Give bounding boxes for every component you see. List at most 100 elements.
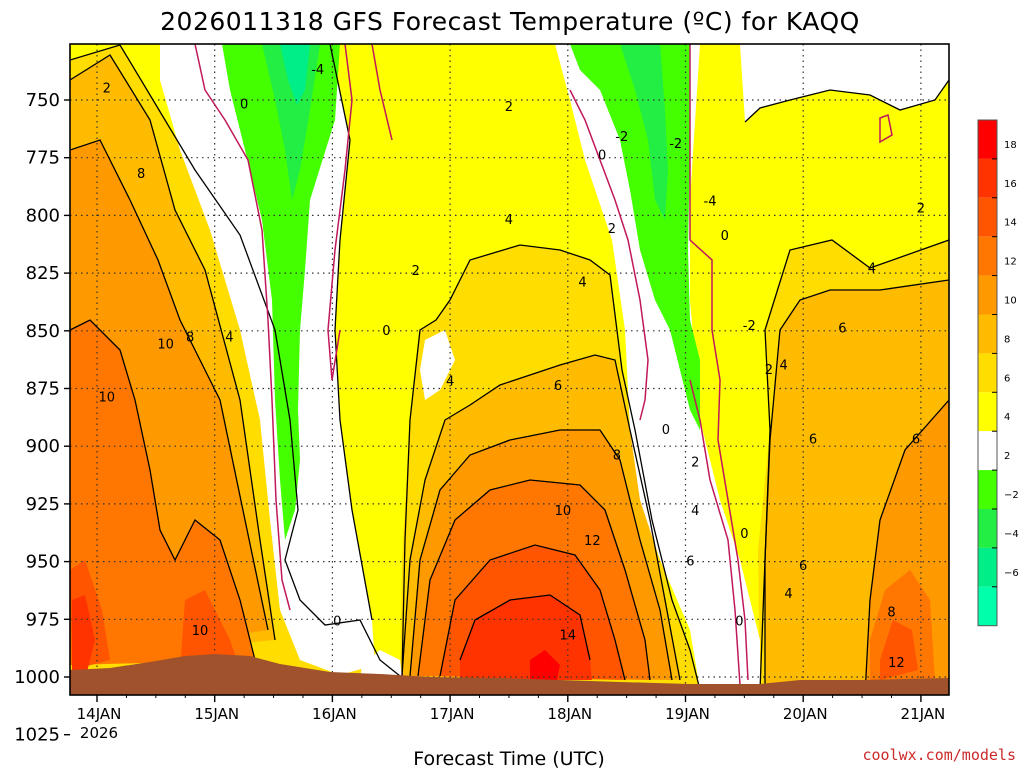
colorbar-tick-label: 12 bbox=[1004, 257, 1017, 268]
contour-label: 0 bbox=[598, 148, 606, 163]
y-tick-label: 1000 bbox=[14, 667, 60, 688]
contour-label: 2 bbox=[691, 455, 699, 470]
colorbar-swatch bbox=[978, 547, 997, 587]
band-0-2-east bbox=[740, 44, 949, 122]
colorbar-tick-label: 16 bbox=[1004, 179, 1017, 190]
contour-label: 8 bbox=[613, 448, 621, 463]
colorbar-frame bbox=[977, 119, 998, 627]
band-0-2-pocket bbox=[420, 330, 455, 400]
colorbar-swatch bbox=[978, 353, 997, 393]
band-10-12 bbox=[70, 320, 255, 665]
band-minus2-0-b bbox=[570, 44, 700, 430]
contour-label: 6 bbox=[838, 321, 846, 336]
terrain-surface bbox=[70, 654, 949, 695]
contour-label: 8 bbox=[186, 331, 194, 346]
freezing-isotherm bbox=[194, 44, 893, 686]
contour-lines bbox=[70, 44, 949, 695]
y-tick-label: 825 bbox=[26, 263, 60, 284]
y-tick-label: 800 bbox=[26, 205, 60, 226]
contour-label: -4 bbox=[311, 63, 324, 78]
colorbar-swatch bbox=[978, 509, 997, 548]
y-tick-label: 975 bbox=[26, 609, 60, 630]
contour-label: 4 bbox=[505, 213, 513, 228]
colorbar-swatch bbox=[978, 275, 997, 315]
contour-label: 4 bbox=[868, 261, 876, 276]
contour-label: 8 bbox=[137, 167, 145, 182]
band-minus4-2-b bbox=[620, 44, 668, 220]
contour-label: 2 bbox=[103, 81, 111, 96]
y-tick-label: 925 bbox=[26, 494, 60, 515]
colorbar-swatch bbox=[978, 120, 997, 159]
contour-label: 0 bbox=[721, 229, 729, 244]
contour-label: 12 bbox=[584, 534, 601, 549]
contour-label: 10 bbox=[99, 391, 116, 406]
y-tick-label: 950 bbox=[26, 552, 60, 573]
colorbar-swatch bbox=[978, 314, 997, 354]
colorbar-tick-label: 6 bbox=[1004, 373, 1010, 384]
contour-label: 8 bbox=[887, 605, 895, 620]
contour-label: 4 bbox=[691, 504, 699, 519]
colorbar-tick-label: 2 bbox=[1004, 451, 1010, 462]
x-tick-label: 17JAN bbox=[430, 705, 475, 723]
colorbar: 18 16 14 12 10 8 6 4 2 −2 −4 −6 bbox=[977, 119, 1019, 627]
band-12-14-west2 bbox=[180, 590, 240, 670]
band-0-2-pocket2 bbox=[360, 650, 402, 680]
contour-label: 4 bbox=[225, 331, 233, 346]
band-minus6-4-a bbox=[280, 44, 310, 105]
y-tick-label: 875 bbox=[26, 379, 60, 400]
colorbar-tick-label: −6 bbox=[1004, 568, 1019, 579]
contour-label: 12 bbox=[888, 656, 905, 671]
colorbar-tick-label: −2 bbox=[1004, 490, 1019, 501]
contour-label: 2 bbox=[412, 264, 420, 279]
colorbar-swatch bbox=[978, 586, 997, 626]
band-12-14-east bbox=[880, 620, 918, 680]
contour-label: 6 bbox=[799, 559, 807, 574]
contour-label: 2 bbox=[608, 222, 616, 237]
contour-label: 2 bbox=[917, 201, 925, 216]
y-axis: 750 775 800 825 850 875 900 925 950 975 1000 1025 bbox=[14, 90, 70, 746]
y-tick-label: 850 bbox=[26, 321, 60, 342]
x-tick-label: 18JAN bbox=[547, 705, 592, 723]
band-14-16 bbox=[460, 595, 592, 680]
contour-label: 6 bbox=[554, 379, 562, 394]
x-tick-label: 21JAN bbox=[901, 705, 946, 723]
colorbar-tick-label: 14 bbox=[1004, 218, 1017, 229]
contour-label: 10 bbox=[192, 624, 209, 639]
contour-label: 0 bbox=[333, 615, 341, 630]
contour-label: 0 bbox=[735, 615, 743, 630]
x-tick-label: 20JAN bbox=[783, 705, 828, 723]
band-14-16-west bbox=[72, 595, 95, 680]
band-minus2-0-a bbox=[222, 44, 340, 540]
contour-label: 2 bbox=[765, 363, 773, 378]
colorbar-tick-label: 8 bbox=[1004, 334, 1010, 345]
contour-label: 4 bbox=[578, 275, 586, 290]
contour-label: -2 bbox=[669, 137, 682, 152]
contour-label: 6 bbox=[912, 432, 920, 447]
contour-label: -2 bbox=[615, 130, 628, 145]
plot-area bbox=[70, 44, 949, 695]
colorbar-swatch bbox=[978, 392, 997, 432]
x-tick-label: 16JAN bbox=[312, 705, 357, 723]
contour-label: -2 bbox=[743, 319, 756, 334]
credit-text: coolwx.com/models bbox=[862, 746, 1016, 764]
contour-label: 0 bbox=[382, 324, 390, 339]
x-tick-label: 19JAN bbox=[665, 705, 710, 723]
colorbar-tick-label: 4 bbox=[1004, 412, 1010, 423]
gridlines bbox=[70, 44, 949, 695]
colorbar-tick-label: 18 bbox=[1004, 140, 1017, 151]
contour-label: 6 bbox=[809, 432, 817, 447]
contour-label: 0 bbox=[740, 527, 748, 542]
y-tick-label: 750 bbox=[26, 90, 60, 111]
y-tick-label: 775 bbox=[26, 148, 60, 169]
x-axis-label: Forecast Time (UTC) bbox=[413, 748, 604, 768]
contour-label: 0 bbox=[240, 98, 248, 113]
contour-label: 2 bbox=[505, 100, 513, 115]
contour-label: 14 bbox=[560, 628, 577, 643]
colorbar-swatch bbox=[978, 236, 997, 276]
band-0-2-mid bbox=[555, 44, 760, 690]
contour-label: 0 bbox=[662, 423, 670, 438]
x-tick-year: 2026 bbox=[80, 724, 118, 742]
contour-label: 6 bbox=[686, 555, 694, 570]
